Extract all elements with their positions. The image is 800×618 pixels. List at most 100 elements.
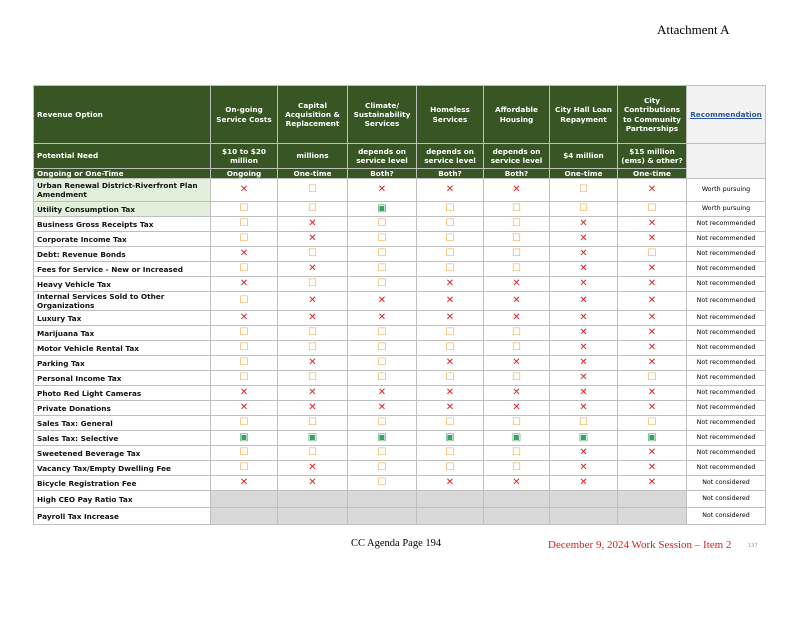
status-icon: ✕ [617,460,687,477]
status-icon: ✕ [549,246,618,263]
status-icon: ☐ [347,415,417,432]
status-icon: ✕ [483,385,550,402]
status-icon: ✕ [617,340,687,357]
status-icon: ☐ [617,246,687,263]
status-icon: ☐ [210,261,278,278]
status-icon: ☐ [416,445,484,462]
option-name: Luxury Tax [33,310,211,327]
timing-cell: Both? [347,167,417,180]
recommendation-header[interactable]: Recommendation [686,85,766,144]
status-icon: ☐ [277,246,348,263]
status-icon: ✕ [617,385,687,402]
column-header: Homeless Services [416,85,484,144]
status-icon: ☐ [483,415,550,432]
status-icon: ✕ [549,370,618,387]
status-icon: ✕ [549,231,618,248]
recommendation: Worth pursuing [686,201,766,218]
empty-cell [210,507,278,526]
header-filler [686,142,766,180]
status-icon: ☐ [617,415,687,432]
recommendation: Not recommended [686,310,766,327]
status-icon: ✕ [549,310,618,327]
status-icon: ☐ [617,201,687,218]
status-icon: ☐ [347,261,417,278]
status-icon: ✕ [617,400,687,417]
status-icon: ✕ [617,178,687,203]
status-icon: ✕ [416,276,484,293]
status-icon: ☐ [483,246,550,263]
status-icon: ▣ [483,430,550,447]
status-icon: ☐ [416,415,484,432]
empty-cell [210,490,278,509]
attachment-label: Attachment A [657,22,730,37]
status-icon: ✕ [549,445,618,462]
status-icon: ☐ [347,445,417,462]
status-icon: ✕ [210,385,278,402]
status-icon: ✕ [483,400,550,417]
option-name: Photo Red Light Cameras [33,385,211,402]
recommendation: Not recommended [686,231,766,248]
option-name: Sales Tax: Selective [33,430,211,447]
recommendation: Not recommended [686,325,766,342]
status-icon: ▣ [549,430,618,447]
empty-cell [277,490,348,509]
status-icon: ✕ [277,261,348,278]
status-icon: ☐ [347,475,417,492]
status-icon: ✕ [416,291,484,312]
status-icon: ✕ [277,460,348,477]
column-header: Climate/ Sustainability Services [347,85,417,144]
recommendation: Not recommended [686,370,766,387]
status-icon: ☐ [416,325,484,342]
empty-cell [347,507,417,526]
timing-cell: Both? [416,167,484,180]
recommendation: Not recommended [686,261,766,278]
status-icon: ☐ [416,370,484,387]
row-label: Potential Need [33,143,211,169]
empty-cell [277,507,348,526]
recommendation: Not recommended [686,216,766,233]
option-name: Debt: Revenue Bonds [33,246,211,263]
status-icon: ☐ [277,415,348,432]
status-icon: ☐ [277,201,348,218]
status-icon: ☐ [347,231,417,248]
recommendation: Not recommended [686,246,766,263]
recommendation: Not considered [686,507,766,526]
status-icon: ✕ [549,400,618,417]
status-icon: ☐ [416,340,484,357]
status-icon: ☐ [347,370,417,387]
status-icon: ▣ [277,430,348,447]
status-icon: ✕ [277,475,348,492]
timing-cell: One-time [617,167,687,180]
need-cell: depends on service level [483,143,550,169]
status-icon: ✕ [617,291,687,312]
status-icon: ☐ [210,355,278,372]
status-icon: ☐ [416,231,484,248]
status-icon: ✕ [549,460,618,477]
status-icon: ✕ [483,276,550,293]
status-icon: ☐ [347,460,417,477]
status-icon: ✕ [210,310,278,327]
status-icon: ☐ [617,370,687,387]
option-name: Bicycle Registration Fee [33,475,211,492]
status-icon: ✕ [617,310,687,327]
empty-cell [347,490,417,509]
status-icon: ✕ [277,291,348,312]
option-name: Utility Consumption Tax [33,201,211,218]
option-name: Private Donations [33,400,211,417]
status-icon: ✕ [210,178,278,203]
status-icon: ✕ [416,400,484,417]
status-icon: ▣ [617,430,687,447]
empty-cell [617,507,687,526]
status-icon: ☐ [210,201,278,218]
status-icon: ✕ [210,246,278,263]
status-icon: ✕ [277,231,348,248]
status-icon: ✕ [347,310,417,327]
recommendation: Not recommended [686,340,766,357]
status-icon: ☐ [347,355,417,372]
status-icon: ✕ [549,291,618,312]
page-number: 137 [748,543,758,549]
status-icon: ☐ [210,460,278,477]
status-icon: ▣ [210,430,278,447]
option-name: High CEO Pay Ratio Tax [33,490,211,509]
status-icon: ✕ [277,400,348,417]
